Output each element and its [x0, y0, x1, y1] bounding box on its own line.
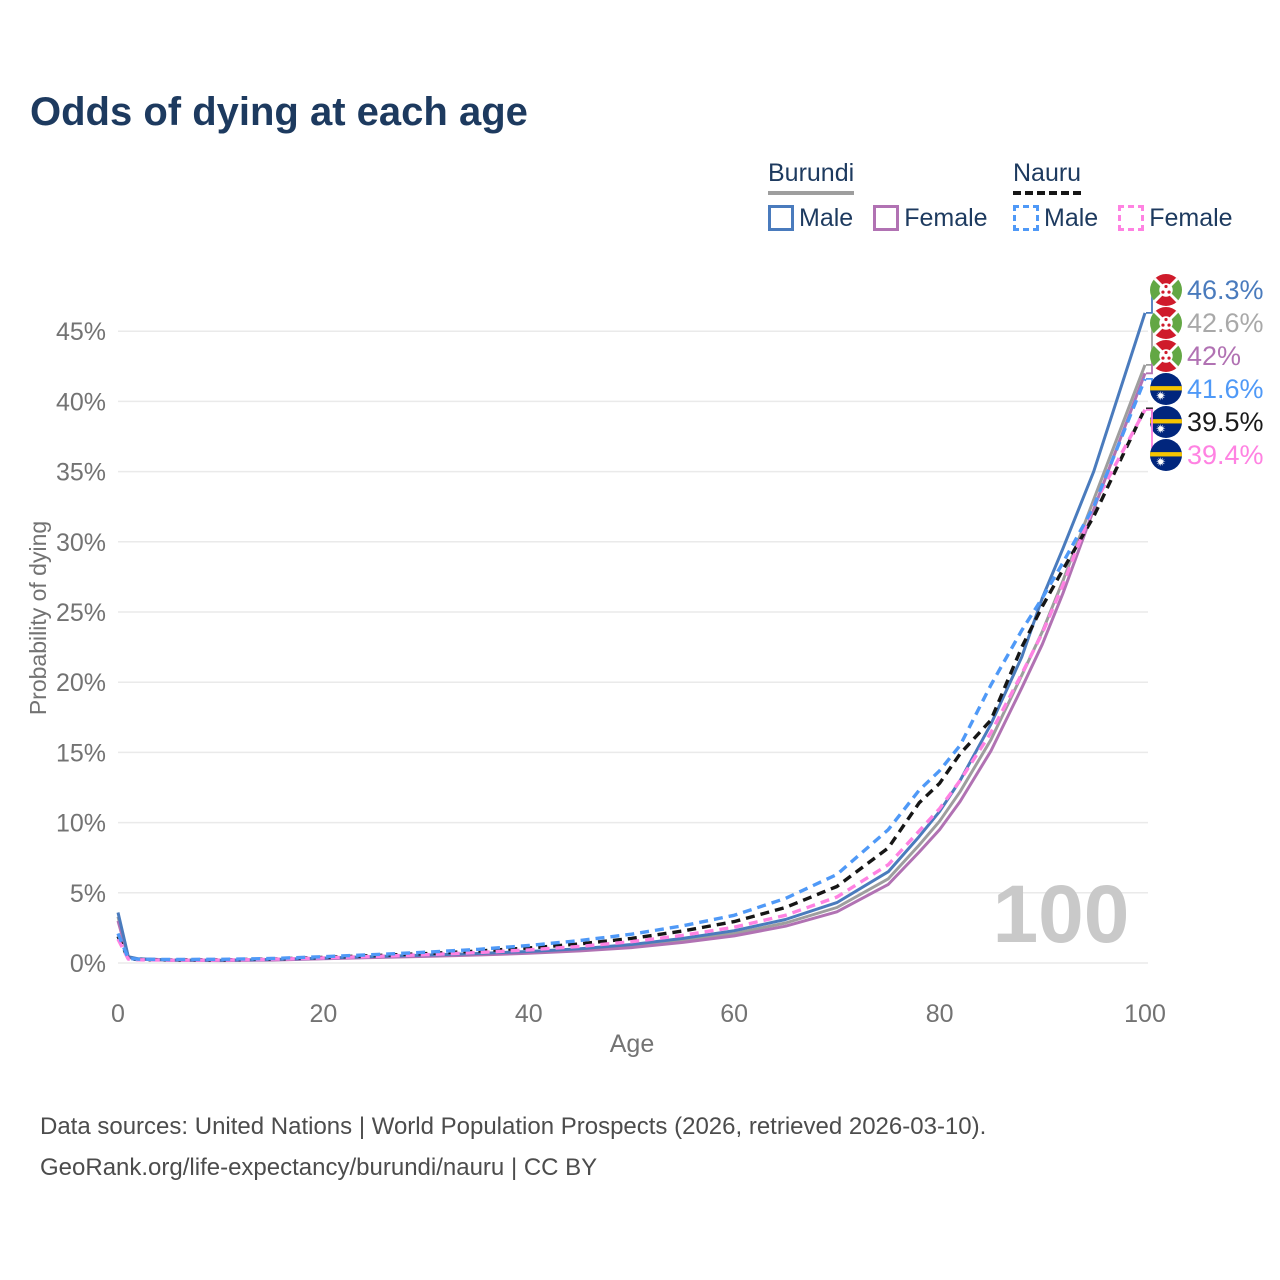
- nauru-female-swatch-icon[interactable]: [1118, 205, 1145, 231]
- y-tick-label: 45%: [56, 318, 106, 346]
- end-label-nauru-male: 41.6%: [1187, 374, 1264, 404]
- legend-item-burundi-male[interactable]: Male: [768, 204, 853, 233]
- flag-burundi-icon: [1150, 274, 1182, 306]
- legend-nauru-label[interactable]: Nauru: [1013, 159, 1082, 195]
- legend-item-nauru-male[interactable]: Male: [1013, 204, 1098, 233]
- flag-burundi-icon: [1150, 340, 1182, 372]
- flag-burundi-icon: [1150, 307, 1182, 339]
- x-axis-title: Age: [610, 1030, 654, 1058]
- y-tick-label: 30%: [56, 529, 106, 557]
- footer-attribution: GeoRank.org/life-expectancy/burundi/naur…: [40, 1154, 598, 1182]
- end-label-nauru-female: 39.4%: [1187, 440, 1264, 470]
- y-tick-label: 15%: [56, 739, 106, 767]
- series-line-burundi-male[interactable]: [116, 312, 1147, 962]
- series-line-nauru-male[interactable]: [116, 378, 1147, 962]
- x-tick-label: 40: [515, 1000, 543, 1028]
- footer: Data sources: United Nations | World Pop…: [40, 1106, 986, 1189]
- leader-line-nauru-female: [1146, 408, 1153, 456]
- y-tick-label: 10%: [56, 810, 106, 838]
- x-tick-label: 80: [926, 1000, 954, 1028]
- legend-nauru-female-label: Female: [1149, 203, 1233, 232]
- x-tick-label: 60: [720, 1000, 748, 1028]
- legend-group-burundi: Burundi Male Female: [768, 159, 988, 233]
- page-title: Odds of dying at each age: [30, 90, 528, 134]
- burundi-male-swatch-icon[interactable]: [768, 205, 794, 231]
- legend-item-burundi-female[interactable]: Female: [873, 203, 988, 233]
- series-line-nauru-female[interactable]: [116, 408, 1147, 962]
- y-tick-label: 5%: [70, 880, 106, 908]
- series-line-burundi-both[interactable]: [116, 364, 1147, 962]
- flag-nauru-icon: [1150, 406, 1182, 438]
- y-tick-label: 25%: [56, 599, 106, 627]
- line-chart: 0% 5% 10% 15% 20% 25% 30% 35% 40% 45% 0 20 40 60 80 100…: [25, 274, 1264, 1058]
- flag-nauru-icon: [1150, 439, 1182, 471]
- x-tick-label: 20: [309, 1000, 337, 1028]
- footer-data-sources: Data sources: United Nations | World Pop…: [40, 1113, 987, 1140]
- end-label-burundi-female: 42%: [1187, 341, 1241, 371]
- series-line-nauru-both[interactable]: [116, 407, 1147, 962]
- y-tick-label: 40%: [56, 388, 106, 416]
- nauru-male-swatch-icon[interactable]: [1013, 205, 1039, 231]
- flag-nauru-icon: [1150, 373, 1182, 405]
- hover-age-watermark: 100: [993, 869, 1130, 960]
- y-tick-label: 35%: [56, 459, 106, 487]
- legend-burundi-male-label: Male: [799, 203, 854, 232]
- legend-nauru-male-label: Male: [1044, 203, 1099, 232]
- legend-item-nauru-female[interactable]: Female: [1118, 203, 1233, 233]
- x-tick-label: 100: [1124, 1000, 1166, 1028]
- end-label-burundi-both: 42.6%: [1187, 308, 1264, 338]
- x-tick-label: 0: [111, 1000, 125, 1028]
- end-label-burundi-male: 46.3%: [1187, 275, 1264, 305]
- legend-group-nauru: Nauru Male Female: [1013, 159, 1233, 233]
- y-tick-label: 0%: [70, 950, 106, 978]
- y-tick-label: 20%: [56, 669, 106, 697]
- burundi-female-swatch-icon[interactable]: [873, 205, 900, 231]
- end-label-nauru-both: 39.5%: [1187, 407, 1264, 437]
- legend-burundi-label[interactable]: Burundi: [768, 159, 855, 195]
- series-line-burundi-female[interactable]: [116, 372, 1147, 963]
- y-axis-title: Probability of dying: [25, 521, 51, 715]
- legend-burundi-female-label: Female: [904, 203, 988, 232]
